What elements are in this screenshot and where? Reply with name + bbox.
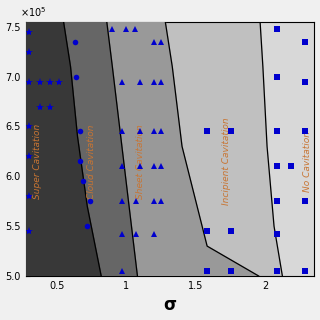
Text: Super Cavitation: Super Cavitation [33,124,42,199]
Polygon shape [165,22,282,276]
Text: No Cavitation: No Cavitation [303,131,312,192]
Text: $\times10^5$: $\times10^5$ [20,5,47,19]
Polygon shape [107,22,259,276]
Text: Incipient Cavitation: Incipient Cavitation [222,117,231,205]
Text: Sheet Cavitation: Sheet Cavitation [136,124,145,199]
Text: Cloud Cavitation: Cloud Cavitation [87,124,96,199]
Polygon shape [26,22,101,276]
X-axis label: σ: σ [164,296,177,315]
Polygon shape [64,22,137,276]
Polygon shape [260,22,315,276]
